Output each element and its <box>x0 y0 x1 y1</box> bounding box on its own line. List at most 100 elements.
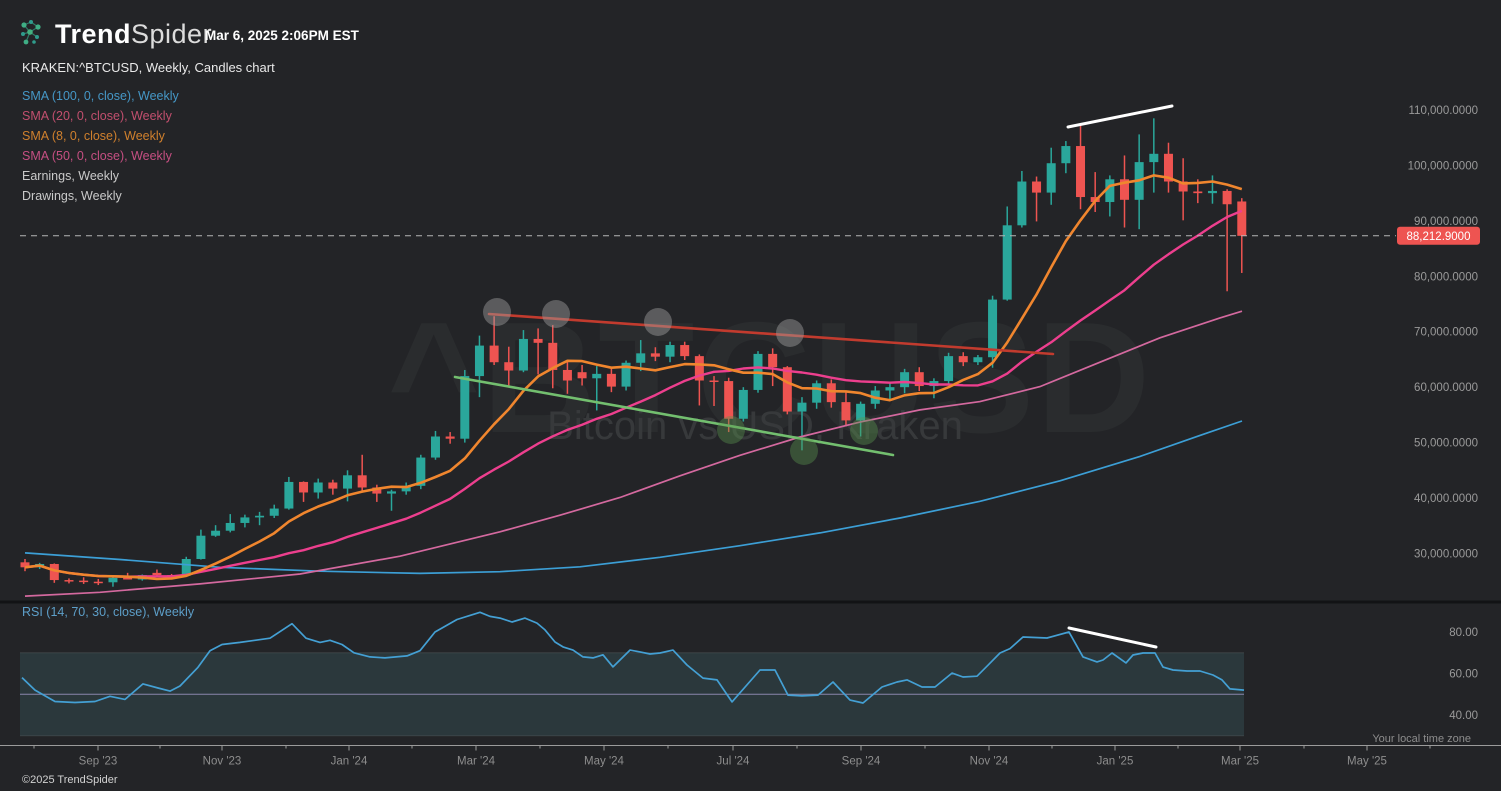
time-axis-label[interactable]: Sep '24 <box>842 756 881 768</box>
price-axis-label: 90,000.0000 <box>1414 216 1478 228</box>
indicator-legend: SMA (100, 0, close), Weekly SMA (20, 0, … <box>22 86 179 206</box>
trendspider-logo-icon <box>21 20 41 45</box>
time-axis-label[interactable]: Nov '24 <box>970 756 1009 768</box>
candlestick-series <box>20 118 1247 587</box>
sma-50-line <box>24 310 1243 597</box>
legend-sma50[interactable]: SMA (50, 0, close), Weekly <box>22 149 172 163</box>
candle <box>826 379 836 408</box>
green-trendline-drawing[interactable] <box>453 375 895 457</box>
rsi-axis-label: 40.00 <box>1449 710 1478 722</box>
chart-title: KRAKEN:^BTCUSD, Weekly, Candles chart <box>22 60 275 75</box>
candle <box>196 529 206 560</box>
candle <box>929 378 939 399</box>
candle <box>680 341 690 361</box>
candle <box>489 316 499 365</box>
candle <box>445 432 455 444</box>
candle <box>474 335 484 398</box>
candle <box>650 347 660 362</box>
time-axis-label[interactable]: May '24 <box>584 756 625 768</box>
time-axis-label[interactable]: Jan '25 <box>1097 756 1134 768</box>
drawing-anchor-gray[interactable] <box>542 300 570 328</box>
candle <box>1222 189 1232 292</box>
rsi-axis-label: 60.00 <box>1449 669 1478 681</box>
candle <box>1149 118 1159 193</box>
candle <box>357 454 367 493</box>
price-axis-label: 40,000.0000 <box>1414 493 1478 505</box>
candle <box>577 364 587 386</box>
price-axis-label: 110,000.0000 <box>1409 105 1479 117</box>
candle <box>606 366 616 393</box>
candle <box>944 352 954 385</box>
candle <box>225 514 235 533</box>
candle <box>797 397 807 451</box>
candle <box>1105 175 1115 217</box>
candle <box>518 330 528 373</box>
last-price-badge-label: 88,212.9000 <box>1407 231 1471 243</box>
candle <box>387 489 396 511</box>
legend-drawings[interactable]: Drawings, Weekly <box>22 189 122 203</box>
red-trendline-drawing[interactable] <box>487 312 1055 356</box>
last-price-badge <box>1397 226 1480 245</box>
time-axis-label[interactable]: Jan '24 <box>331 756 368 768</box>
candle <box>430 430 440 460</box>
sma-overlays <box>24 174 1243 597</box>
candle <box>79 577 89 584</box>
candle <box>724 377 734 433</box>
price-axis-label: 50,000.0000 <box>1414 438 1478 450</box>
candle <box>504 346 514 388</box>
price-axis[interactable]: 80.00 60.00 40.00 110,000.0000 100,000.0000 9… <box>1408 105 1478 722</box>
price-axis-label: 60,000.0000 <box>1414 382 1478 394</box>
candle <box>1120 155 1129 228</box>
drawing-anchor-gray[interactable] <box>483 298 511 326</box>
white-trendline-price[interactable] <box>1066 104 1174 129</box>
drawing-anchor-gray[interactable] <box>776 319 804 347</box>
candle <box>988 295 998 368</box>
candle <box>709 376 719 407</box>
candle <box>313 478 323 499</box>
candle <box>1032 176 1042 222</box>
candle <box>181 556 191 577</box>
candle <box>240 514 250 528</box>
candle <box>1207 175 1217 204</box>
candle <box>299 481 309 502</box>
legend-sma20[interactable]: SMA (20, 0, close), Weekly <box>22 109 172 123</box>
sma-8-line <box>24 174 1243 581</box>
trendspider-logo-text: TrendSpider <box>55 18 213 49</box>
candle <box>1017 170 1027 228</box>
rsi-band <box>0 600 1501 737</box>
time-axis[interactable]: Sep '23 Nov '23 Jan '24 Mar '24 May '24 Jul '… <box>0 745 1501 768</box>
white-trendline-rsi[interactable] <box>1067 626 1158 649</box>
rsi-legend-label[interactable]: RSI (14, 70, 30, close), Weekly <box>22 605 195 619</box>
candle <box>562 360 572 394</box>
last-price-line: 88,212.9000 <box>20 226 1480 245</box>
rsi-axis-label: 80.00 <box>1449 627 1478 639</box>
candle <box>856 401 866 437</box>
drawing-anchor-green[interactable] <box>790 437 818 465</box>
drawing-anchor-green[interactable] <box>850 417 878 445</box>
drawing-anchor-gray[interactable] <box>644 308 672 336</box>
drawing-anchor-green[interactable] <box>717 416 745 444</box>
candle <box>812 380 822 409</box>
candle <box>782 366 792 415</box>
trendline-drawings[interactable] <box>453 104 1174 649</box>
timezone-note[interactable]: Your local time zone <box>1372 733 1471 745</box>
legend-earnings[interactable]: Earnings, Weekly <box>22 169 120 183</box>
time-axis-label[interactable]: Mar '24 <box>457 756 496 768</box>
time-axis-label[interactable]: Jul '24 <box>717 756 750 768</box>
legend-sma100[interactable]: SMA (100, 0, close), Weekly <box>22 89 179 103</box>
copyright: ©2025 TrendSpider <box>22 774 118 786</box>
time-axis-label[interactable]: May '25 <box>1347 756 1387 768</box>
candle <box>401 482 411 495</box>
candle <box>636 340 646 372</box>
candle <box>152 569 162 576</box>
time-axis-label[interactable]: Mar '25 <box>1221 756 1259 768</box>
candle <box>665 341 675 363</box>
price-axis-label: 70,000.0000 <box>1414 327 1478 339</box>
trendspider-logo: TrendSpider <box>17 18 212 50</box>
candle <box>914 367 924 392</box>
time-axis-label[interactable]: Sep '23 <box>79 756 118 768</box>
time-axis-label[interactable]: Nov '23 <box>203 756 242 768</box>
legend-sma8[interactable]: SMA (8, 0, close), Weekly <box>22 129 165 143</box>
